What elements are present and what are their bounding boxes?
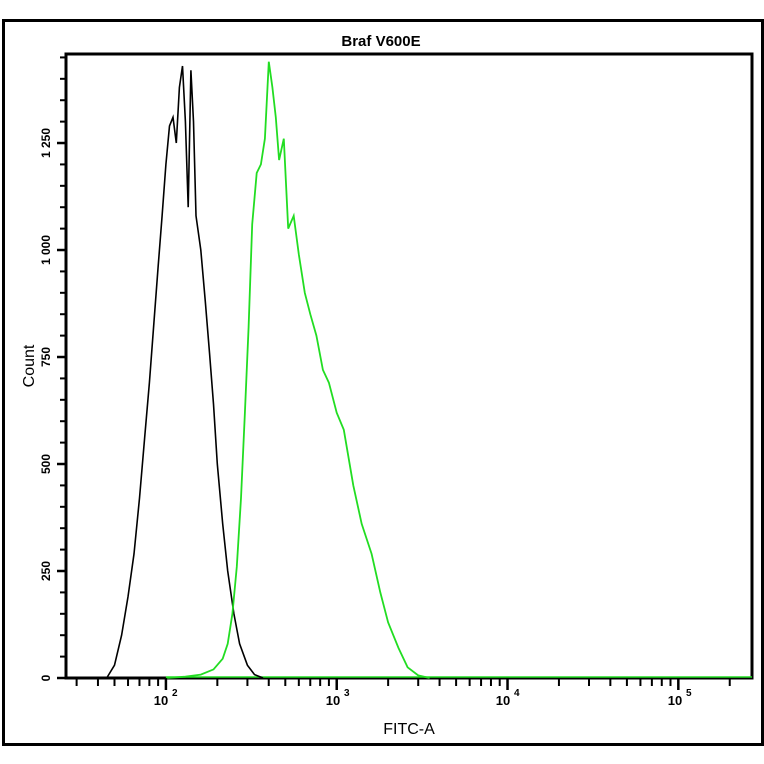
x-axis-label: FITC-A [383, 721, 435, 738]
svg-text:2: 2 [172, 688, 178, 699]
y-tick-label-250: 250 [39, 561, 53, 581]
svg-text:10: 10 [326, 693, 340, 708]
y-tick-labels: 0 250 500 750 1 000 1 250 [39, 128, 53, 682]
x-tick-label-1e5: 10 5 [668, 688, 692, 708]
x-tick-label-1e4: 10 4 [496, 688, 520, 708]
svg-text:5: 5 [686, 688, 692, 699]
y-tick-label-0: 0 [39, 674, 53, 681]
control-histogram-line [106, 65, 264, 679]
svg-text:3: 3 [344, 688, 350, 699]
y-tick-label-500: 500 [39, 454, 53, 474]
svg-text:10: 10 [154, 693, 168, 708]
x-tick-labels: 10 2 10 3 10 4 10 5 [154, 688, 692, 708]
svg-text:4: 4 [514, 688, 520, 699]
y-tick-label-1250: 1 250 [39, 128, 53, 158]
y-tick-label-1000: 1 000 [39, 235, 53, 265]
chart-frame [2, 19, 764, 746]
y-tick-label-750: 750 [39, 347, 53, 367]
chart-title: Braf V600E [341, 33, 420, 50]
plot-area [64, 52, 754, 680]
x-axis [75, 678, 731, 690]
svg-text:10: 10 [668, 693, 682, 708]
y-axis-label: Count [21, 344, 38, 387]
x-tick-label-1e3: 10 3 [326, 688, 350, 708]
y-axis [57, 56, 66, 680]
braf-histogram-line [165, 61, 430, 679]
x-tick-label-1e2: 10 2 [154, 688, 178, 708]
svg-text:10: 10 [496, 693, 510, 708]
